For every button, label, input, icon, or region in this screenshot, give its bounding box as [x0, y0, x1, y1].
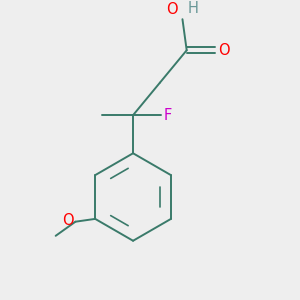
Text: O: O	[166, 2, 177, 17]
Text: F: F	[164, 108, 172, 123]
Text: H: H	[188, 2, 198, 16]
Text: O: O	[62, 213, 74, 228]
Text: O: O	[218, 43, 230, 58]
